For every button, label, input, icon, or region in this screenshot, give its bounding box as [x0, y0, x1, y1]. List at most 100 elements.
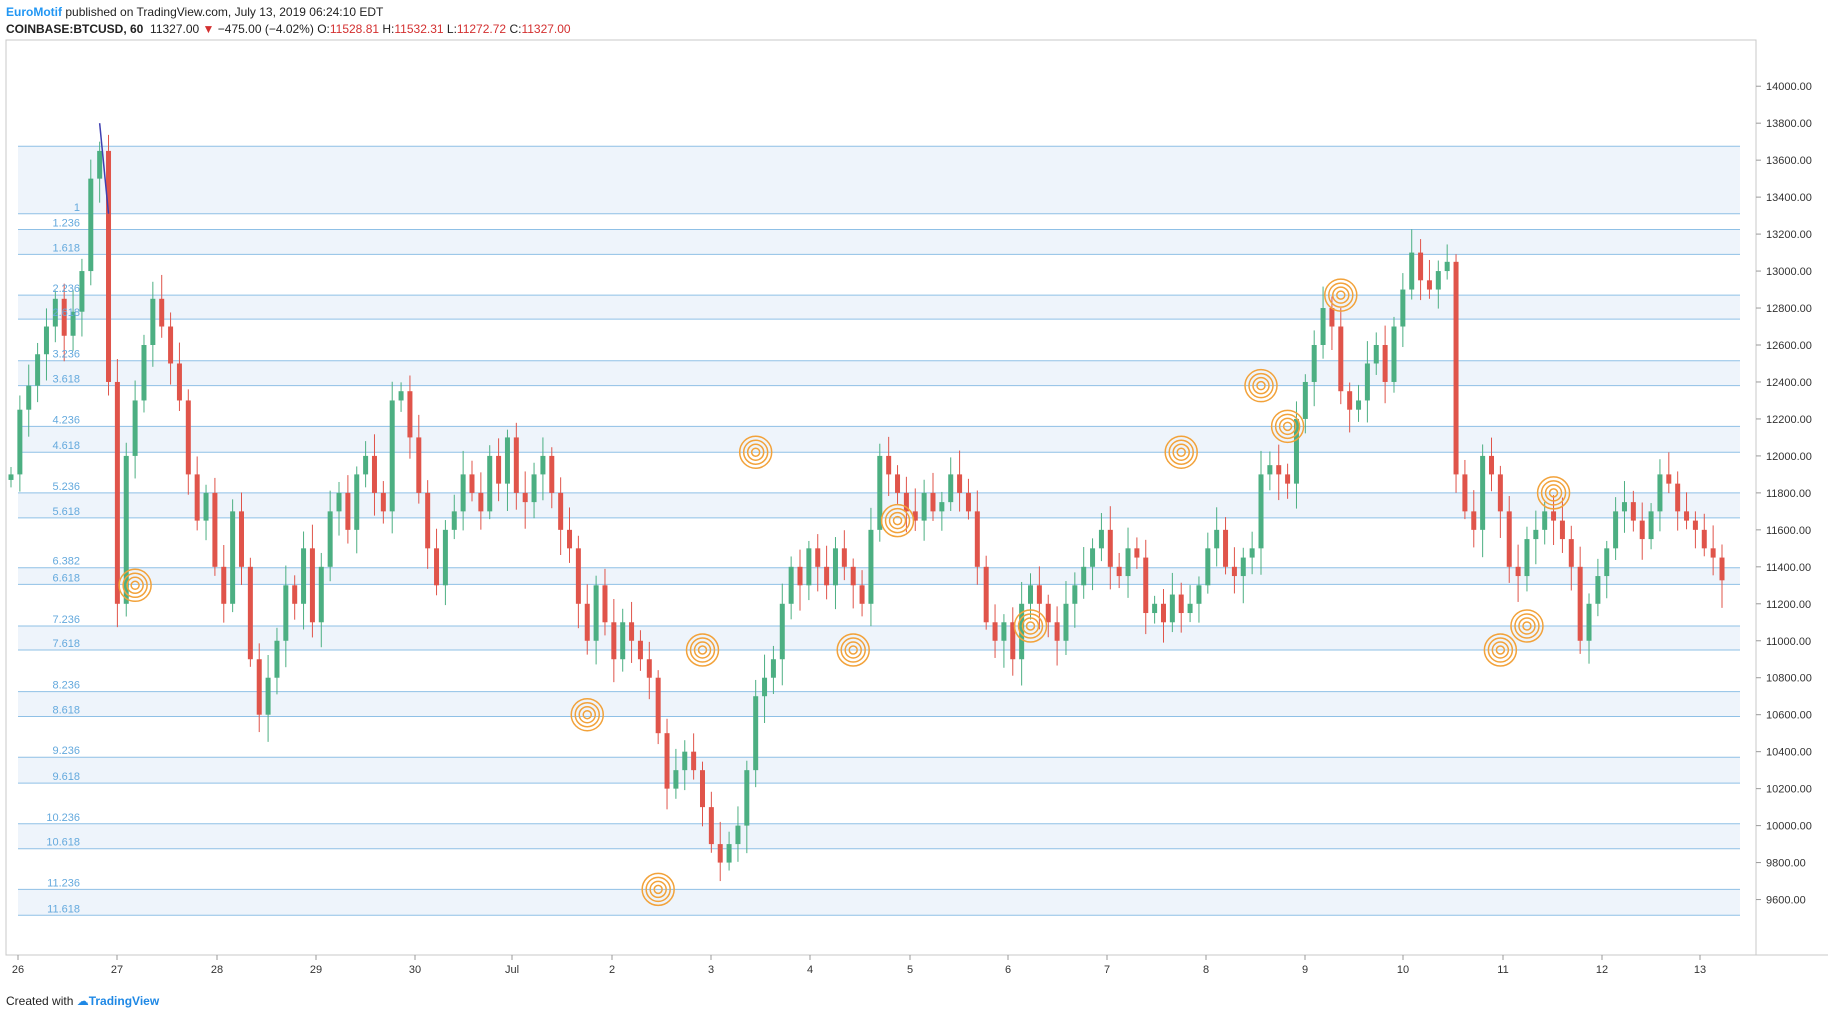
candle-body [1356, 400, 1362, 410]
fib-band [18, 360, 1740, 386]
candle-body [886, 455, 892, 475]
target-ring [1282, 421, 1293, 432]
candle-body [1666, 474, 1672, 484]
candle-body [1577, 566, 1583, 641]
author-name[interactable]: EuroMotif [6, 5, 62, 19]
price-tick-label: 13000.00 [1766, 266, 1812, 278]
candle-body [1435, 271, 1441, 290]
down-arrow-icon: ▼ [202, 22, 215, 36]
candle-body [726, 844, 732, 863]
target-ring [130, 580, 140, 591]
target-ring [1544, 484, 1563, 502]
target-ring [1548, 488, 1559, 498]
candle-body [1231, 566, 1237, 577]
price-tick-label: 13600.00 [1766, 155, 1812, 167]
candle-body [79, 271, 85, 312]
candle-body [1630, 502, 1636, 521]
candle-body [877, 455, 883, 530]
fib-level-label: 9.236 [52, 745, 80, 757]
candle-body [478, 492, 484, 512]
fib-level-label: 5.236 [52, 481, 80, 493]
candle-body [1604, 548, 1610, 577]
target-ring [844, 641, 862, 659]
target-ring [1510, 609, 1544, 643]
low-value: 11272.72 [456, 22, 507, 36]
time-axis[interactable]: 26 27 28 29 30 Jul 2 3 4 5 6 7 8 9 10 11 12 13 [12, 955, 1706, 976]
fib-level-label: 4.236 [52, 414, 80, 426]
candle-body [97, 150, 103, 179]
target-ring [118, 568, 152, 603]
candle-body [1506, 511, 1512, 567]
fib-band [18, 146, 1740, 214]
price-tick-label: 14000.00 [1766, 81, 1812, 93]
target-ring [126, 576, 144, 595]
ohlc-legend: COINBASE:BTCUSD, 60 11327.00 ▼ −475.00 (… [6, 21, 571, 37]
candle-body [1621, 502, 1627, 512]
target-ring [1336, 290, 1346, 300]
target-ring [892, 515, 903, 526]
target-ring [697, 645, 708, 655]
target-circle-icon [1483, 633, 1518, 667]
target-ring [1487, 637, 1514, 663]
candle-body [442, 529, 448, 586]
candle-body [1586, 603, 1592, 641]
target-ring [1248, 372, 1274, 399]
candle-body [744, 770, 750, 826]
candle-body [1107, 529, 1113, 567]
candle-body [26, 385, 32, 410]
candle-body [487, 455, 493, 512]
candle-body [531, 474, 537, 503]
candle-body [832, 548, 838, 586]
time-tick-label: 28 [211, 964, 223, 976]
candle-body [1329, 308, 1335, 327]
price-tick-label: 12600.00 [1766, 340, 1812, 352]
target-ring [888, 511, 907, 530]
candle-body [1134, 548, 1140, 558]
fib-labels: 11.2361.6182.2362.6183.2363.6184.2364.61… [46, 202, 80, 916]
candle-body [1559, 520, 1565, 540]
fib-level-label: 8.618 [52, 705, 80, 717]
tradingview-brand[interactable]: TradingView [88, 994, 160, 1008]
symbol-label[interactable]: COINBASE:BTCUSD, 60 [6, 22, 144, 36]
publish-info: published on TradingView.com, July 13, 2… [65, 5, 384, 19]
candle-body [584, 603, 590, 641]
candle-body [1320, 308, 1326, 345]
price-tick-label: 11600.00 [1766, 525, 1811, 537]
target-ring [1168, 439, 1194, 465]
fib-level-label: 2.236 [52, 283, 80, 295]
target-circle-icon [570, 697, 604, 732]
candle-body [1187, 603, 1193, 614]
candle-body [460, 474, 466, 512]
target-ring [1176, 447, 1186, 457]
candle-body [35, 354, 41, 386]
target-circle-icon [738, 435, 773, 469]
candle-body [513, 437, 519, 493]
candle-body [753, 696, 759, 771]
target-ring [1495, 645, 1506, 655]
candle-body [629, 622, 635, 641]
target-ring [1514, 613, 1540, 639]
candle-body [336, 492, 342, 512]
candle-body [912, 511, 918, 521]
candle-body [611, 622, 617, 660]
fib-band [18, 229, 1740, 255]
price-axis[interactable]: 9600.00 9800.00 10000.00 10200.00 10400.00 10… [1756, 81, 1812, 907]
fib-band [18, 889, 1740, 916]
candle-body [1639, 520, 1645, 540]
price-tick-label: 13800.00 [1766, 118, 1812, 130]
price-tick-label: 9600.00 [1766, 895, 1806, 907]
target-ring [1025, 621, 1036, 631]
tradingview-logo-icon: ☁ [76, 994, 89, 1008]
candle-body [1489, 455, 1495, 475]
candle-body [673, 770, 679, 789]
high-value: 11532.31 [394, 22, 444, 36]
fib-band [18, 295, 1740, 320]
price-tick-label: 12400.00 [1766, 377, 1812, 389]
target-circle-icon [880, 503, 915, 538]
target-ring [884, 507, 911, 534]
candle-body [416, 437, 422, 493]
fib-band [18, 691, 1740, 717]
fib-level-label: 4.618 [52, 440, 80, 452]
created-with-label: Created with [6, 994, 74, 1008]
